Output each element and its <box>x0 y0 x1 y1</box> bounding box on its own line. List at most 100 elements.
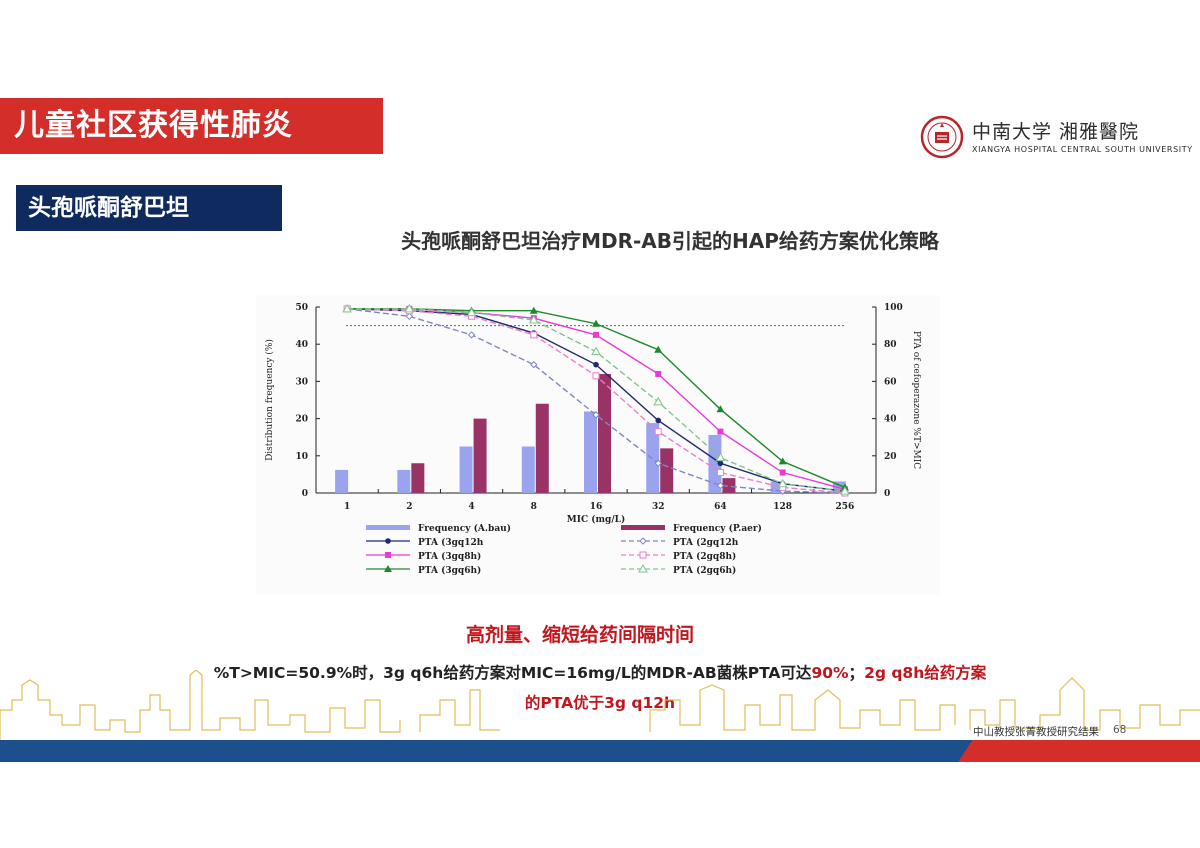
legend-label: Frequency (P.aer) <box>673 523 762 534</box>
bar <box>584 411 597 493</box>
chart-area: 0 10 20 30 40 50 0 20 40 60 80 100 1 2 4 8 16 32 64 128 256 M… <box>256 295 940 595</box>
legend-label: PTA (2gq12h <box>673 537 739 548</box>
bar <box>459 446 473 493</box>
legend-label: PTA (3gq6h) <box>418 565 481 576</box>
chart-title: 头孢哌酮舒巴坦治疗MDR-AB引起的HAP给药方案优化策略 <box>401 229 939 253</box>
x-tick-label: 8 <box>531 502 537 512</box>
logo-name-en: XIANGYA HOSPITAL CENTRAL SOUTH UNIVERSIT… <box>972 145 1193 154</box>
point <box>592 411 600 419</box>
y-tick-label-right: 60 <box>884 377 897 387</box>
point <box>593 361 599 368</box>
bar <box>521 446 535 493</box>
x-tick-label: 4 <box>468 502 474 512</box>
point <box>716 481 725 490</box>
point <box>528 315 539 324</box>
y-axis-label-right: PTA of cefoperazone %T>MIC <box>911 331 921 469</box>
point <box>654 345 663 353</box>
y-tick-label-right: 100 <box>884 303 903 313</box>
point <box>384 565 392 572</box>
legend-label: PTA (2gq6h) <box>673 565 736 576</box>
bar <box>722 478 736 493</box>
bar <box>646 423 660 493</box>
legend-label: PTA (3gq8h) <box>418 551 481 562</box>
conclusion-line1-red1: 90% <box>811 664 849 682</box>
footer-source-note: 中山教授张菁教授研究结果 <box>973 726 1099 738</box>
point <box>716 469 724 477</box>
x-tick-label: 16 <box>590 502 603 512</box>
point <box>466 307 477 317</box>
footer-bar-blue <box>0 740 1200 762</box>
point <box>653 396 664 406</box>
bar <box>660 448 674 493</box>
point <box>638 563 648 573</box>
legend-label: Frequency (A.bau) <box>418 523 511 534</box>
point <box>385 552 391 558</box>
conclusion-line1-a: %T>MIC=50.9%时，3g q6h给药方案对MIC=16mg/L的MDR-… <box>213 664 812 682</box>
point <box>654 459 662 467</box>
footer-bar-red <box>958 740 1200 762</box>
point <box>654 428 662 436</box>
point <box>639 551 647 559</box>
point <box>777 478 788 488</box>
conclusion-line-1: %T>MIC=50.9%时，3g q6h给药方案对MIC=16mg/L的MDR-… <box>30 658 1170 688</box>
city-skyline-decoration <box>0 670 1200 740</box>
y-tick-label-left: 0 <box>302 489 308 499</box>
highlight-text: 高剂量、缩短给药间隔时间 <box>465 624 694 646</box>
y-tick-label-right: 0 <box>884 489 890 499</box>
university-seal-icon <box>920 115 964 159</box>
conclusion-line1-b: ； <box>848 664 865 682</box>
point <box>404 303 415 313</box>
y-tick-label-left: 10 <box>295 452 308 462</box>
y-tick-label-right: 80 <box>884 340 897 350</box>
legend-swatch <box>366 525 410 530</box>
series-line <box>347 308 845 494</box>
legend-label: PTA (3gq12h <box>418 537 484 548</box>
y-tick-label-right: 40 <box>884 415 897 425</box>
point <box>529 306 538 314</box>
legend-swatch <box>621 525 665 530</box>
bar <box>335 469 349 493</box>
point <box>530 360 538 369</box>
y-tick-label-left: 40 <box>295 340 308 350</box>
x-tick-label: 2 <box>406 502 412 512</box>
x-tick-label: 32 <box>652 502 665 512</box>
y-tick-label-right: 20 <box>884 452 897 462</box>
point <box>592 319 600 327</box>
point <box>840 486 850 495</box>
y-tick-label-left: 50 <box>295 303 308 313</box>
point <box>342 303 352 313</box>
x-axis-label: MIC (mg/L) <box>567 514 625 525</box>
point <box>593 331 599 338</box>
point <box>385 538 391 544</box>
point <box>591 346 601 356</box>
bar <box>770 481 784 493</box>
point <box>592 372 600 380</box>
point <box>715 452 726 462</box>
point <box>716 405 725 413</box>
y-tick-label-left: 30 <box>295 377 308 387</box>
conclusion-text: %T>MIC=50.9%时，3g q6h给药方案对MIC=16mg/L的MDR-… <box>30 658 1170 718</box>
conclusion-line1-red2: 2g q8h给药方案 <box>864 664 987 682</box>
point <box>639 537 647 545</box>
bar <box>473 418 487 493</box>
x-tick-label: 256 <box>835 502 854 512</box>
x-tick-label: 64 <box>714 502 727 512</box>
point <box>778 457 787 465</box>
logo-name-cn: 中南大学 湘雅醫院 <box>972 121 1140 143</box>
bar <box>411 463 425 493</box>
point <box>779 469 786 476</box>
slide: 儿童社区获得性肺炎 中南大学 湘雅醫院 XIANGYA HOSPITAL CEN… <box>0 80 1200 770</box>
legend-label: PTA (2gq8h) <box>673 551 736 562</box>
page-number: 68 <box>1113 724 1127 736</box>
x-tick-label: 1 <box>344 502 350 512</box>
conclusion-line2-red: 的PTA优于3g q12h <box>524 694 676 712</box>
point <box>467 331 476 339</box>
y-axis-label-left: Distribution frequency (%) <box>264 339 275 461</box>
point <box>717 460 724 467</box>
hospital-logo: 中南大学 湘雅醫院 XIANGYA HOSPITAL CENTRAL SOUTH… <box>920 115 1192 160</box>
point <box>655 370 662 377</box>
conclusion-line-2: 的PTA优于3g q12h <box>30 688 1170 718</box>
point <box>655 417 662 424</box>
point <box>405 312 414 321</box>
y-tick-label-left: 20 <box>295 415 308 425</box>
